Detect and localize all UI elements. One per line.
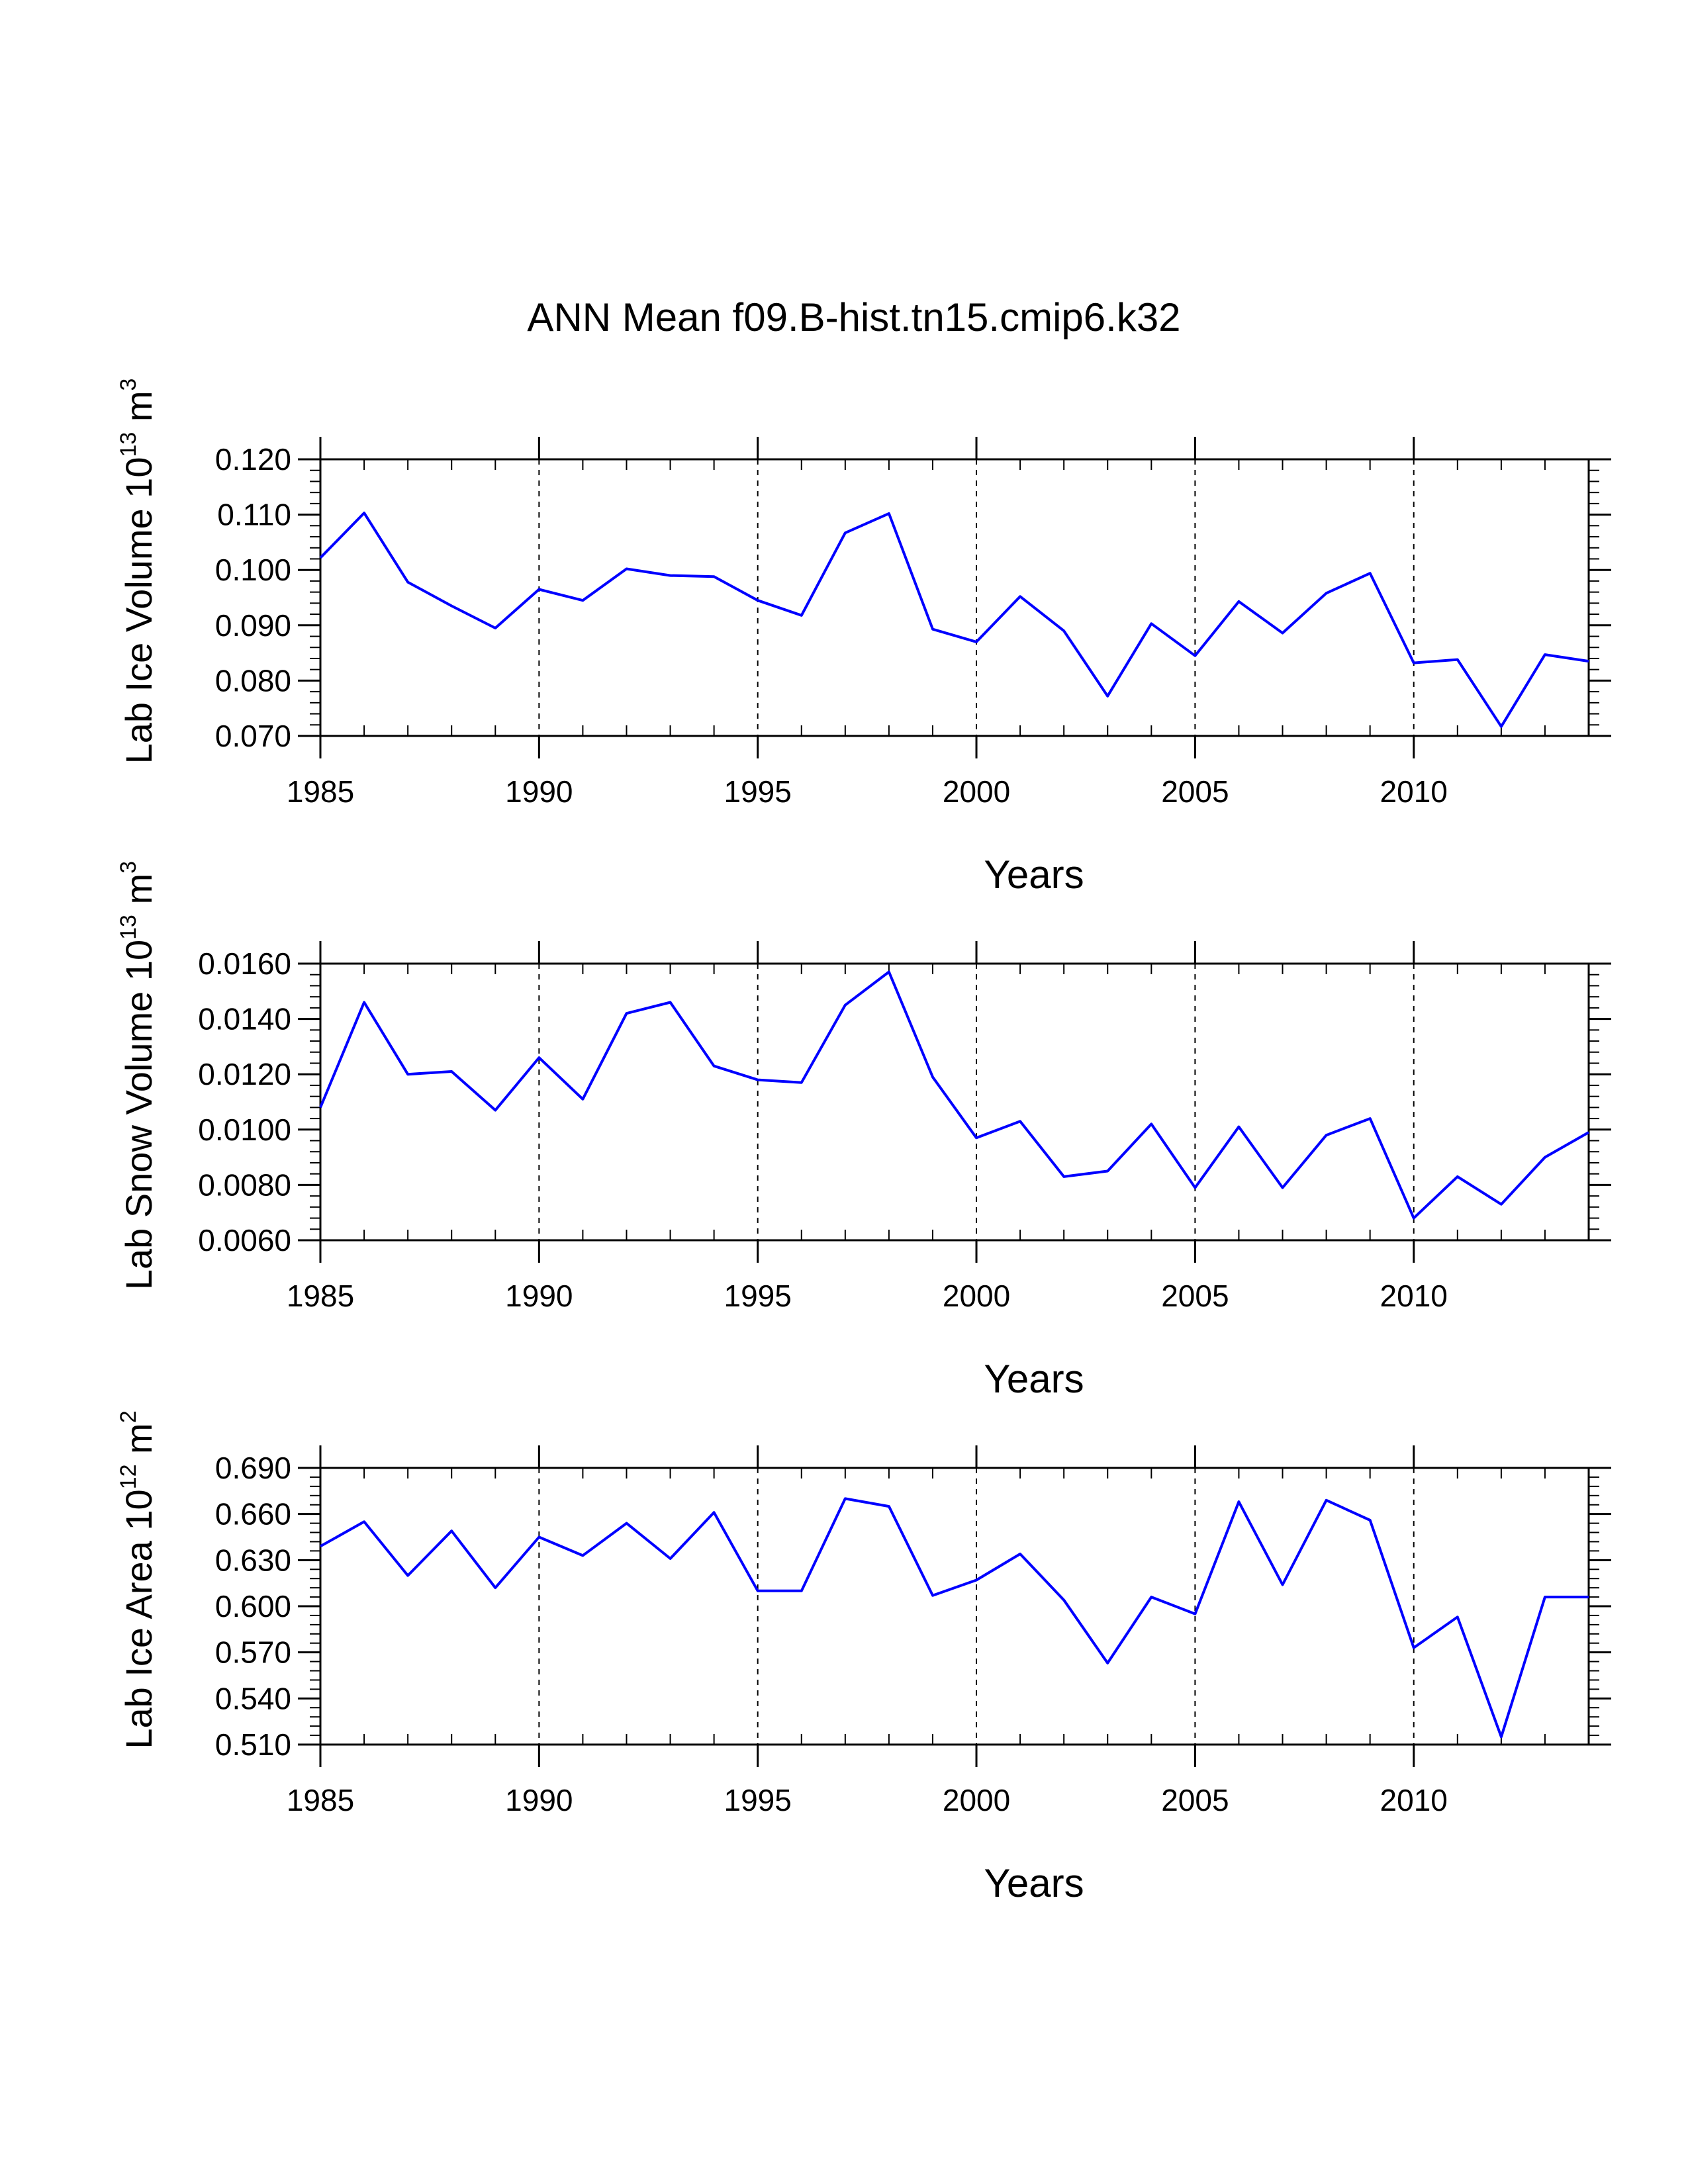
y-axis-label-unit: m (118, 874, 160, 915)
y-axis-label-unit-exponent: 3 (116, 379, 141, 391)
series-line (319, 512, 1589, 728)
series-line (319, 970, 1589, 1220)
figure-title: ANN Mean f09.B-hist.tn15.cmip6.k32 (527, 295, 1180, 340)
y-tick-label: 0.0080 (198, 1167, 291, 1202)
y-axis-label-text: Lab Ice Area 10 (118, 1489, 160, 1749)
y-axis-label-exponent: 13 (116, 915, 141, 940)
x-axis-label: Years (984, 1861, 1084, 1905)
y-tick-label: 0.0060 (198, 1223, 291, 1257)
x-tick-label: 2000 (943, 774, 1010, 809)
x-tick-label: 1995 (724, 1783, 792, 1817)
y-axis-label-unit-exponent: 3 (116, 861, 141, 874)
y-tick-label: 0.600 (215, 1589, 291, 1623)
x-tick-label: 1995 (724, 1279, 792, 1313)
x-tick-label: 1990 (505, 774, 573, 809)
y-tick-label: 0.690 (215, 1451, 291, 1485)
x-tick-label: 2005 (1161, 1279, 1229, 1313)
y-tick-label: 0.510 (215, 1727, 291, 1762)
y-tick-label: 0.660 (215, 1497, 291, 1531)
x-tick-label: 2010 (1380, 1279, 1448, 1313)
y-axis-label-unit: m (118, 1423, 160, 1464)
y-tick-label: 0.070 (215, 719, 291, 753)
x-tick-label: 2010 (1380, 774, 1448, 809)
x-tick-label: 2005 (1161, 1783, 1229, 1817)
x-tick-label: 2010 (1380, 1783, 1448, 1817)
y-axis-label: Lab Snow Volume 1013 m3 (116, 861, 160, 1290)
y-axis-label-exponent: 13 (116, 432, 141, 457)
y-tick-label: 0.630 (215, 1543, 291, 1577)
x-tick-label: 2005 (1161, 774, 1229, 809)
x-axis-label: Years (984, 852, 1084, 897)
y-axis-label-text: Lab Snow Volume 10 (118, 940, 160, 1290)
y-tick-label: 0.090 (215, 608, 291, 643)
y-tick-label: 0.0100 (198, 1113, 291, 1147)
x-axis-label: Years (984, 1357, 1084, 1401)
x-tick-label: 2000 (943, 1279, 1010, 1313)
y-tick-label: 0.540 (215, 1681, 291, 1715)
y-axis-label-unit-exponent: 2 (116, 1410, 141, 1423)
y-axis-label: Lab Ice Volume 1013 m3 (116, 379, 160, 764)
panel-1: 1985 1990 1995 2000 2005 2010 0.070 0.080 0.090 0… (116, 379, 1611, 897)
panel-3: 1985 1990 1995 2000 2005 2010 0.510 0.540 0.570 0… (116, 1410, 1611, 1905)
y-axis-label-unit: m (118, 390, 160, 432)
y-tick-label: 0.0120 (198, 1057, 291, 1091)
series-line (320, 1497, 1589, 1739)
plot-frame (319, 458, 1590, 737)
x-tick-label: 2000 (943, 1783, 1010, 1817)
y-tick-label: 0.0160 (198, 946, 291, 981)
y-tick-label: 0.570 (215, 1635, 291, 1670)
y-axis-label: Lab Ice Area 1012 m2 (116, 1410, 160, 1749)
y-axis-label-text: Lab Ice Volume 10 (118, 457, 160, 764)
y-tick-label: 0.100 (215, 553, 291, 587)
y-axis-label-exponent: 12 (116, 1465, 141, 1490)
plot-frame (319, 962, 1590, 1242)
x-tick-label: 1985 (287, 1783, 354, 1817)
y-tick-label: 0.080 (215, 663, 291, 698)
panel-2: 1985 1990 1995 2000 2005 2010 0.0060 0.0080 0.01… (116, 861, 1611, 1401)
y-tick-label: 0.120 (215, 442, 291, 477)
x-tick-label: 1990 (505, 1279, 573, 1313)
x-tick-label: 1995 (724, 774, 792, 809)
y-tick-label: 0.0140 (198, 1002, 291, 1036)
x-tick-label: 1985 (287, 774, 354, 809)
y-tick-label: 0.110 (217, 498, 291, 532)
x-tick-label: 1990 (505, 1783, 573, 1817)
x-tick-label: 1985 (287, 1279, 354, 1313)
